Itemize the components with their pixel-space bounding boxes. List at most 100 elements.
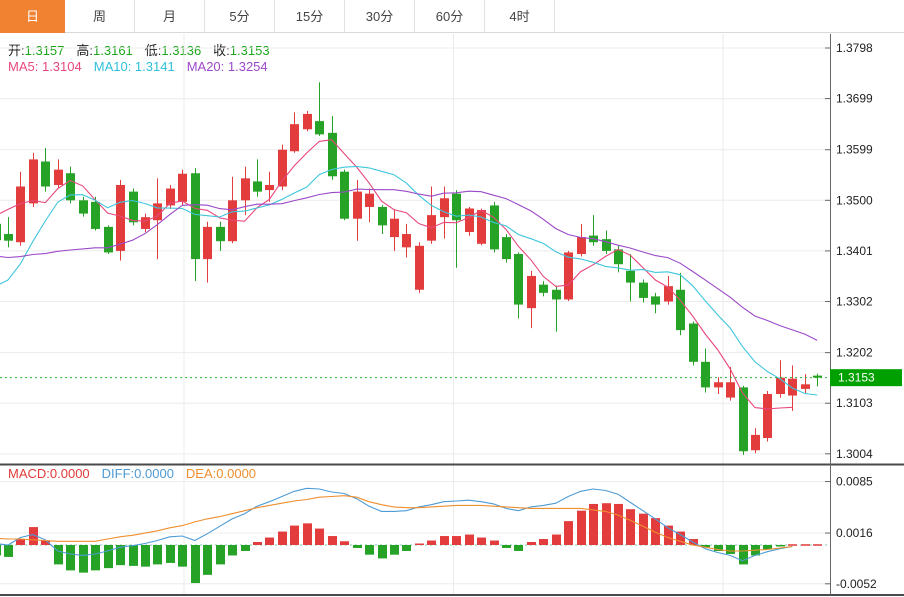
macd-bar bbox=[477, 537, 486, 545]
macd-bar bbox=[714, 545, 723, 551]
tab-30min[interactable]: 30分 bbox=[345, 0, 415, 33]
macd-bar bbox=[390, 545, 399, 555]
tab-month[interactable]: 月 bbox=[135, 0, 205, 33]
ohlc-low: 低:1.3136 bbox=[145, 43, 201, 58]
candle-body bbox=[353, 191, 362, 219]
candle-body bbox=[303, 113, 312, 130]
tab-week[interactable]: 周 bbox=[65, 0, 135, 33]
macd-bar bbox=[54, 545, 63, 565]
macd-bar bbox=[626, 509, 635, 545]
ma-ma10: MA10: 1.3141 bbox=[94, 59, 175, 74]
macd-bar bbox=[514, 545, 523, 551]
macd-bar bbox=[801, 544, 810, 546]
timeframe-toolbar: 日周月 5分 15分 30分 60分 4时 bbox=[0, 0, 904, 33]
candle-body bbox=[29, 159, 38, 204]
candle-body bbox=[689, 323, 698, 362]
macd-dea: DEA:0.0000 bbox=[186, 466, 256, 481]
candle-body bbox=[66, 173, 75, 201]
candle-body bbox=[129, 191, 138, 223]
ma-ma20: MA20: 1.3254 bbox=[187, 59, 268, 74]
macd-tick-label: 0.0016 bbox=[836, 526, 873, 540]
macd-dea-value: 0.0000 bbox=[216, 466, 257, 481]
macd-bar bbox=[664, 525, 673, 545]
macd-bar bbox=[241, 545, 250, 551]
macd-bar bbox=[16, 539, 25, 545]
macd-bar bbox=[402, 545, 411, 551]
ohlc-low-value: 1.3136 bbox=[161, 43, 202, 58]
candle-body bbox=[104, 226, 113, 253]
price-tick-label: 1.3798 bbox=[836, 41, 873, 55]
macd-bar bbox=[502, 545, 511, 548]
candle-body bbox=[340, 171, 349, 219]
ma-ma5-label: MA5: bbox=[8, 59, 42, 74]
candle-body bbox=[290, 124, 299, 152]
tab-5min[interactable]: 5分 bbox=[205, 0, 275, 33]
candle-body bbox=[801, 384, 810, 389]
candle-body bbox=[265, 184, 274, 191]
macd-bar bbox=[91, 545, 100, 571]
ohlc-open-value: 1.3157 bbox=[24, 43, 65, 58]
tab-day[interactable]: 日 bbox=[0, 0, 65, 33]
candle-body bbox=[626, 270, 635, 283]
ohlc-open: 开:1.3157 bbox=[8, 43, 64, 58]
price-tick-label: 1.3103 bbox=[836, 396, 873, 410]
candle-body bbox=[502, 237, 511, 260]
macd-bar bbox=[651, 518, 660, 545]
candle-body bbox=[191, 173, 200, 260]
candle-body bbox=[365, 193, 374, 207]
tab-4hour[interactable]: 4时 bbox=[485, 0, 555, 33]
macd-macd: MACD:0.0000 bbox=[8, 466, 90, 481]
ohlc-high-value: 1.3161 bbox=[93, 43, 133, 58]
dea-line bbox=[0, 495, 793, 552]
macd-diff: DIFF:0.0000 bbox=[102, 466, 174, 481]
macd-bar bbox=[290, 525, 299, 545]
candle-body bbox=[726, 382, 735, 398]
macd-bar bbox=[104, 545, 113, 569]
tab-15min[interactable]: 15分 bbox=[275, 0, 345, 33]
candle-body bbox=[676, 289, 685, 331]
candle-body bbox=[639, 282, 648, 298]
candle-body bbox=[465, 208, 474, 232]
candle-body bbox=[776, 377, 785, 395]
ma-ma5-value: 1.3104 bbox=[41, 59, 82, 74]
candle-body bbox=[4, 234, 13, 241]
macd-bar bbox=[153, 545, 162, 565]
candle-body bbox=[751, 434, 760, 451]
ma-ma20-label: MA20: bbox=[186, 59, 228, 74]
candle-body bbox=[16, 186, 25, 243]
candle-body bbox=[0, 223, 1, 241]
macd-bar bbox=[278, 531, 287, 545]
ohlc-low-label: 低: bbox=[144, 43, 162, 58]
ma20-line bbox=[0, 188, 818, 341]
tab-60min[interactable]: 60分 bbox=[415, 0, 485, 33]
macd-bar bbox=[378, 545, 387, 559]
macd-bar bbox=[216, 545, 225, 565]
macd-bar bbox=[191, 545, 200, 584]
ohlc-close: 收:1.3153 bbox=[213, 43, 269, 58]
macd-bar bbox=[328, 536, 337, 545]
ma-ma10-label: MA10: bbox=[93, 59, 135, 74]
macd-info-row: MACD:0.0000 DIFF:0.0000 DEA:0.0000 bbox=[8, 466, 268, 481]
macd-bar bbox=[739, 545, 748, 565]
candle-body bbox=[216, 226, 225, 242]
macd-bar bbox=[141, 545, 150, 567]
candle-body bbox=[178, 173, 187, 202]
macd-bar bbox=[490, 540, 499, 545]
macd-bar bbox=[365, 545, 374, 555]
candle-body bbox=[153, 203, 162, 221]
macd-bar bbox=[340, 541, 349, 545]
candle-body bbox=[664, 286, 673, 302]
macd-bar bbox=[639, 513, 648, 545]
candle-body bbox=[328, 132, 337, 177]
candle-body bbox=[714, 382, 723, 388]
macd-bar bbox=[788, 544, 797, 546]
macd-bar bbox=[763, 545, 772, 550]
candle-body bbox=[402, 234, 411, 248]
macd-dea-label: DEA: bbox=[185, 466, 217, 481]
candle-body bbox=[788, 378, 797, 396]
price-tick-label: 1.3202 bbox=[836, 346, 873, 360]
candle-body bbox=[390, 218, 399, 238]
candle-body bbox=[116, 184, 125, 251]
